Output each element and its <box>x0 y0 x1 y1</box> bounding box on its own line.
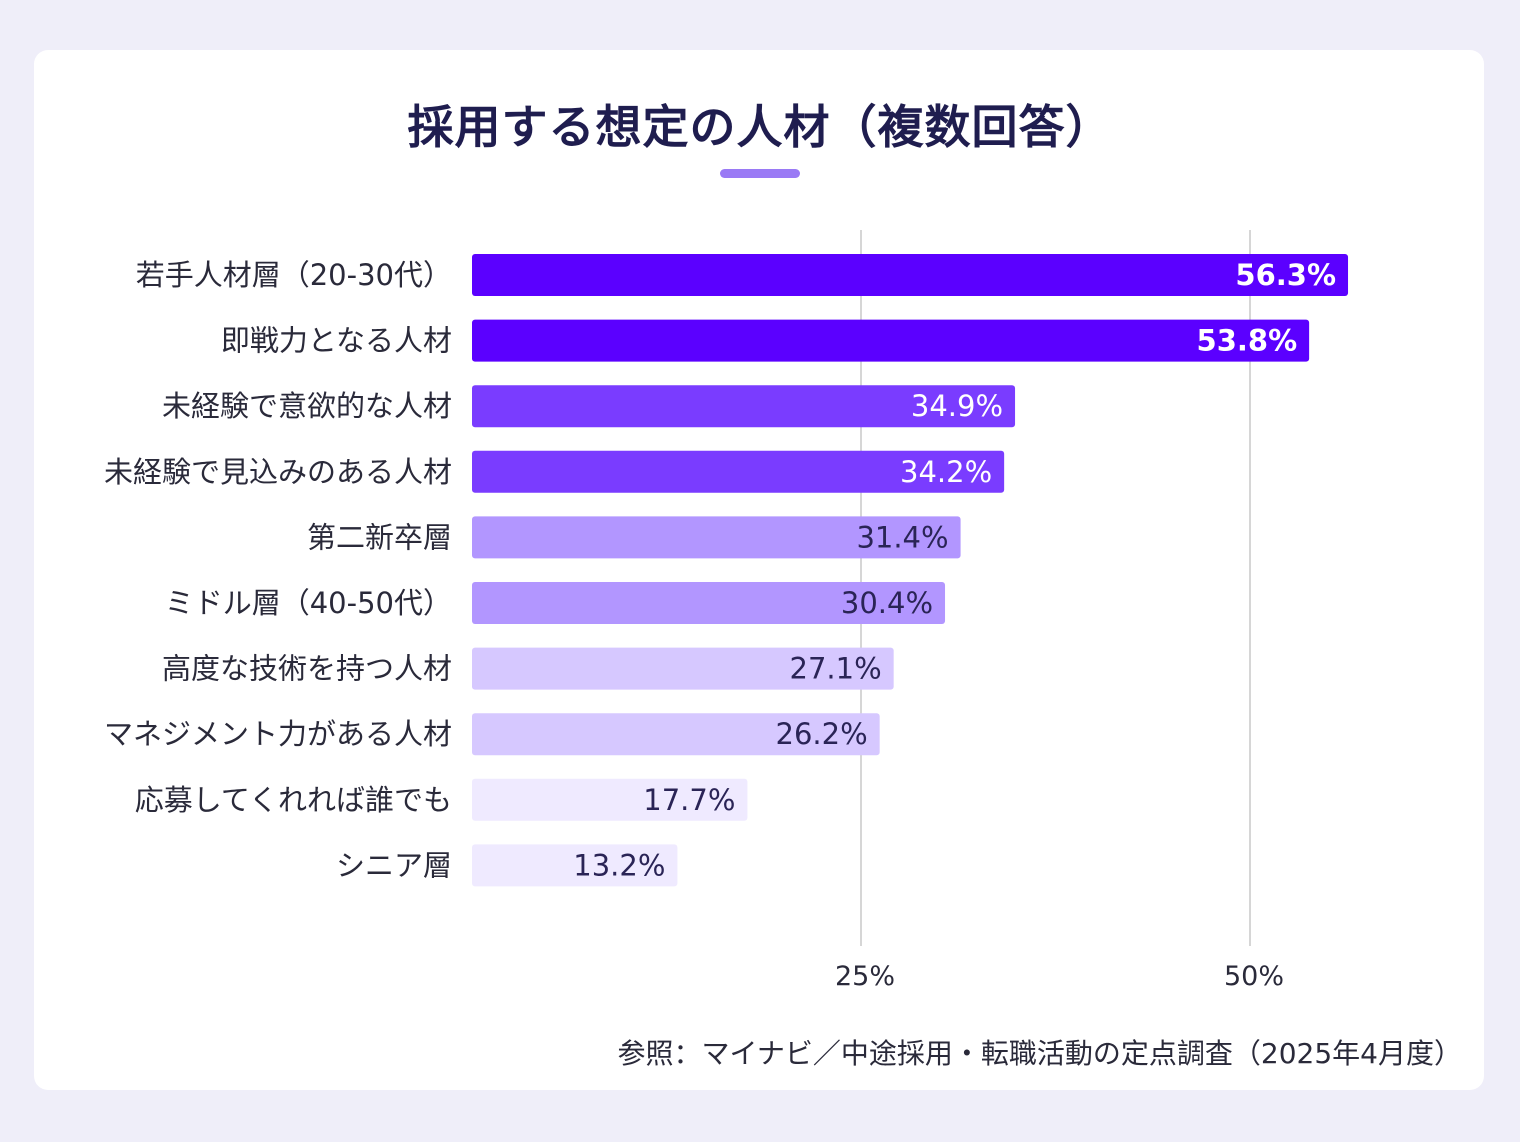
bar-value-label-7: 26.2% <box>776 717 868 751</box>
bar-value-label-3: 34.2% <box>900 455 992 489</box>
bar-value-label-6: 27.1% <box>790 652 882 686</box>
bar-value-label-1: 53.8% <box>1197 324 1298 358</box>
bar-value-label-0: 56.3% <box>1235 258 1336 292</box>
bar-9 <box>472 844 678 887</box>
bar-value-label-5: 30.4% <box>841 586 933 620</box>
bar-1 <box>472 319 1310 362</box>
bar-8 <box>472 778 748 821</box>
category-label-9: シニア層 <box>336 848 452 882</box>
category-label-6: 高度な技術を持つ人材 <box>162 652 452 686</box>
category-label-2: 未経験で意欲的な人材 <box>162 389 452 423</box>
source-note: 参照：マイナビ／中途採用・転職活動の定点調査（2025年4月度） <box>617 1037 1462 1070</box>
category-label-0: 若手人材層（20-30代） <box>136 258 452 292</box>
x-tick-label-1: 50% <box>1224 961 1284 992</box>
category-label-5: ミドル層（40-50代） <box>165 586 452 620</box>
category-label-7: マネジメント力がある人材 <box>104 717 452 751</box>
bar-3 <box>472 450 1005 493</box>
bar-value-label-2: 34.9% <box>911 389 1003 423</box>
chart-title: 採用する想定の人材（複数回答） <box>407 100 1113 154</box>
bar-4 <box>472 516 961 559</box>
category-label-1: 即戦力となる人材 <box>221 324 452 358</box>
bar-value-label-4: 31.4% <box>856 520 948 554</box>
chart-card <box>34 50 1484 1090</box>
bar-5 <box>472 582 946 624</box>
bar-0 <box>472 254 1349 296</box>
bar-7 <box>472 713 880 756</box>
bar-value-label-9: 13.2% <box>573 848 665 882</box>
category-label-4: 第二新卒層 <box>307 520 452 554</box>
category-label-8: 応募してくれれば誰でも <box>135 783 452 817</box>
title-accent-bar <box>720 169 800 178</box>
bar-6 <box>472 647 894 690</box>
category-label-3: 未経験で見込みのある人材 <box>104 455 452 489</box>
bar-value-label-8: 17.7% <box>643 783 735 817</box>
x-tick-label-0: 25% <box>835 961 895 992</box>
bar-2 <box>472 385 1016 428</box>
